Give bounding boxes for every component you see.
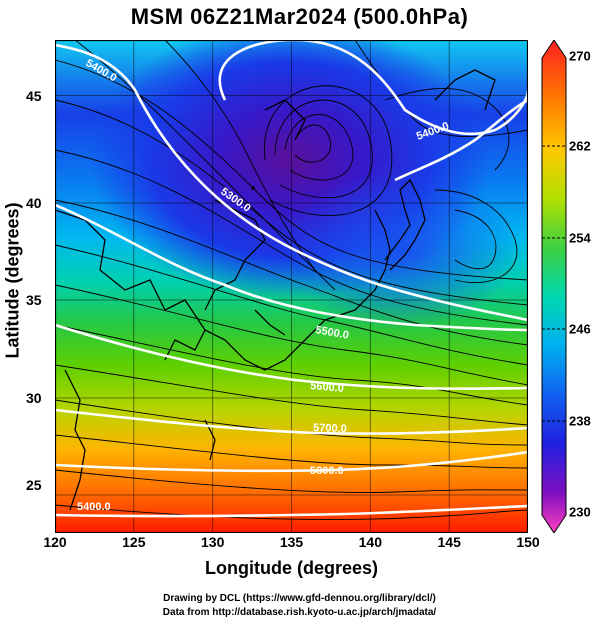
chart-title: MSM 06Z21Mar2024 (500.0hPa) — [130, 4, 469, 29]
gridlines — [55, 40, 528, 533]
contour-label: 5600.0 — [310, 380, 345, 395]
x-tick-label: 140 — [358, 534, 382, 550]
contour-label: 5500.0 — [314, 324, 349, 342]
credit-drawing: Drawing by DCL (https://www.gfd-dennou.o… — [163, 593, 436, 604]
x-tick-label: 135 — [279, 534, 304, 550]
contour-label: 5400.0 — [77, 501, 111, 513]
x-tick-label: 120 — [43, 534, 67, 550]
colorbar-tick-label: 246 — [569, 321, 591, 337]
contour-label: 5800.0 — [310, 465, 344, 477]
x-tick-label: 130 — [201, 534, 225, 550]
y-tick-label: 30 — [26, 390, 42, 406]
colorbar-tick-label: 270 — [569, 48, 591, 64]
y-tick-label: 25 — [26, 477, 42, 493]
x-tick-label: 125 — [122, 534, 146, 550]
colorbar-tick-label: 254 — [569, 230, 591, 246]
colorbar-tick-label: 238 — [569, 413, 591, 429]
y-tick-label: 35 — [26, 292, 42, 308]
colorbar — [541, 40, 567, 533]
coastlines — [55, 69, 496, 511]
height-contours — [55, 40, 528, 518]
y-tick-label: 45 — [26, 87, 42, 104]
contour-label: 5700.0 — [313, 422, 347, 435]
x-tick-label: 150 — [516, 534, 540, 550]
colorbar-tick-label: 230 — [569, 504, 591, 520]
streamlines — [55, 40, 528, 520]
x-axis-label: Longitude (degrees) — [204, 558, 378, 578]
weather-map: 5400.0 5300.0 5400.0 5500.0 5600.0 5700.… — [55, 40, 528, 533]
x-tick-label: 145 — [437, 534, 461, 550]
colorbar-tick-label: 262 — [569, 138, 591, 154]
y-tick-label: 40 — [26, 195, 42, 211]
y-axis-label: Latitude (degrees) — [2, 202, 23, 359]
credit-data: Data from http://database.rish.kyoto-u.a… — [162, 607, 437, 618]
